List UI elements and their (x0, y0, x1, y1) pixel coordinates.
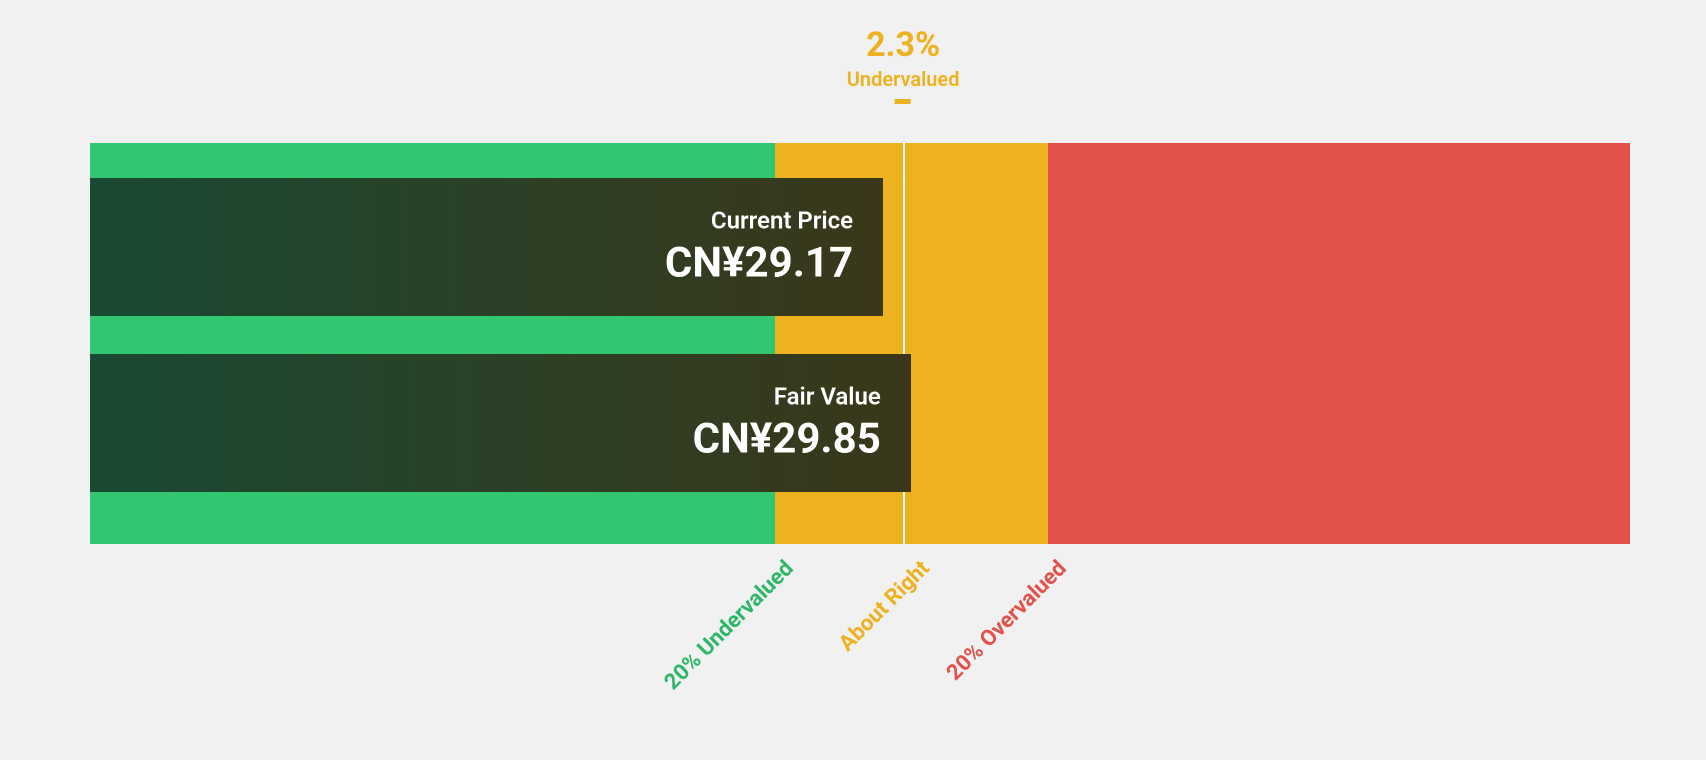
zone (1048, 143, 1630, 544)
current-price-label: Current Price (665, 207, 853, 235)
current-price-value: CN¥29.17 (665, 239, 853, 288)
fair-value-bar: Fair Value CN¥29.85 (90, 354, 911, 492)
fair-value-value: CN¥29.85 (693, 415, 881, 464)
marker-percent: 2.3% (847, 25, 960, 65)
axis-label: 20% Overvalued (942, 556, 1072, 686)
valuation-chart: Current Price CN¥29.17 Fair Value CN¥29.… (90, 143, 1630, 544)
fair-value-label: Fair Value (693, 383, 881, 411)
marker-label: Undervalued (847, 67, 960, 91)
axis-label: About Right (834, 556, 934, 656)
marker-tick (895, 99, 911, 104)
axis-label: 20% Undervalued (660, 556, 799, 695)
current-price-bar: Current Price CN¥29.17 (90, 178, 883, 316)
valuation-marker: 2.3% Undervalued (847, 25, 960, 104)
